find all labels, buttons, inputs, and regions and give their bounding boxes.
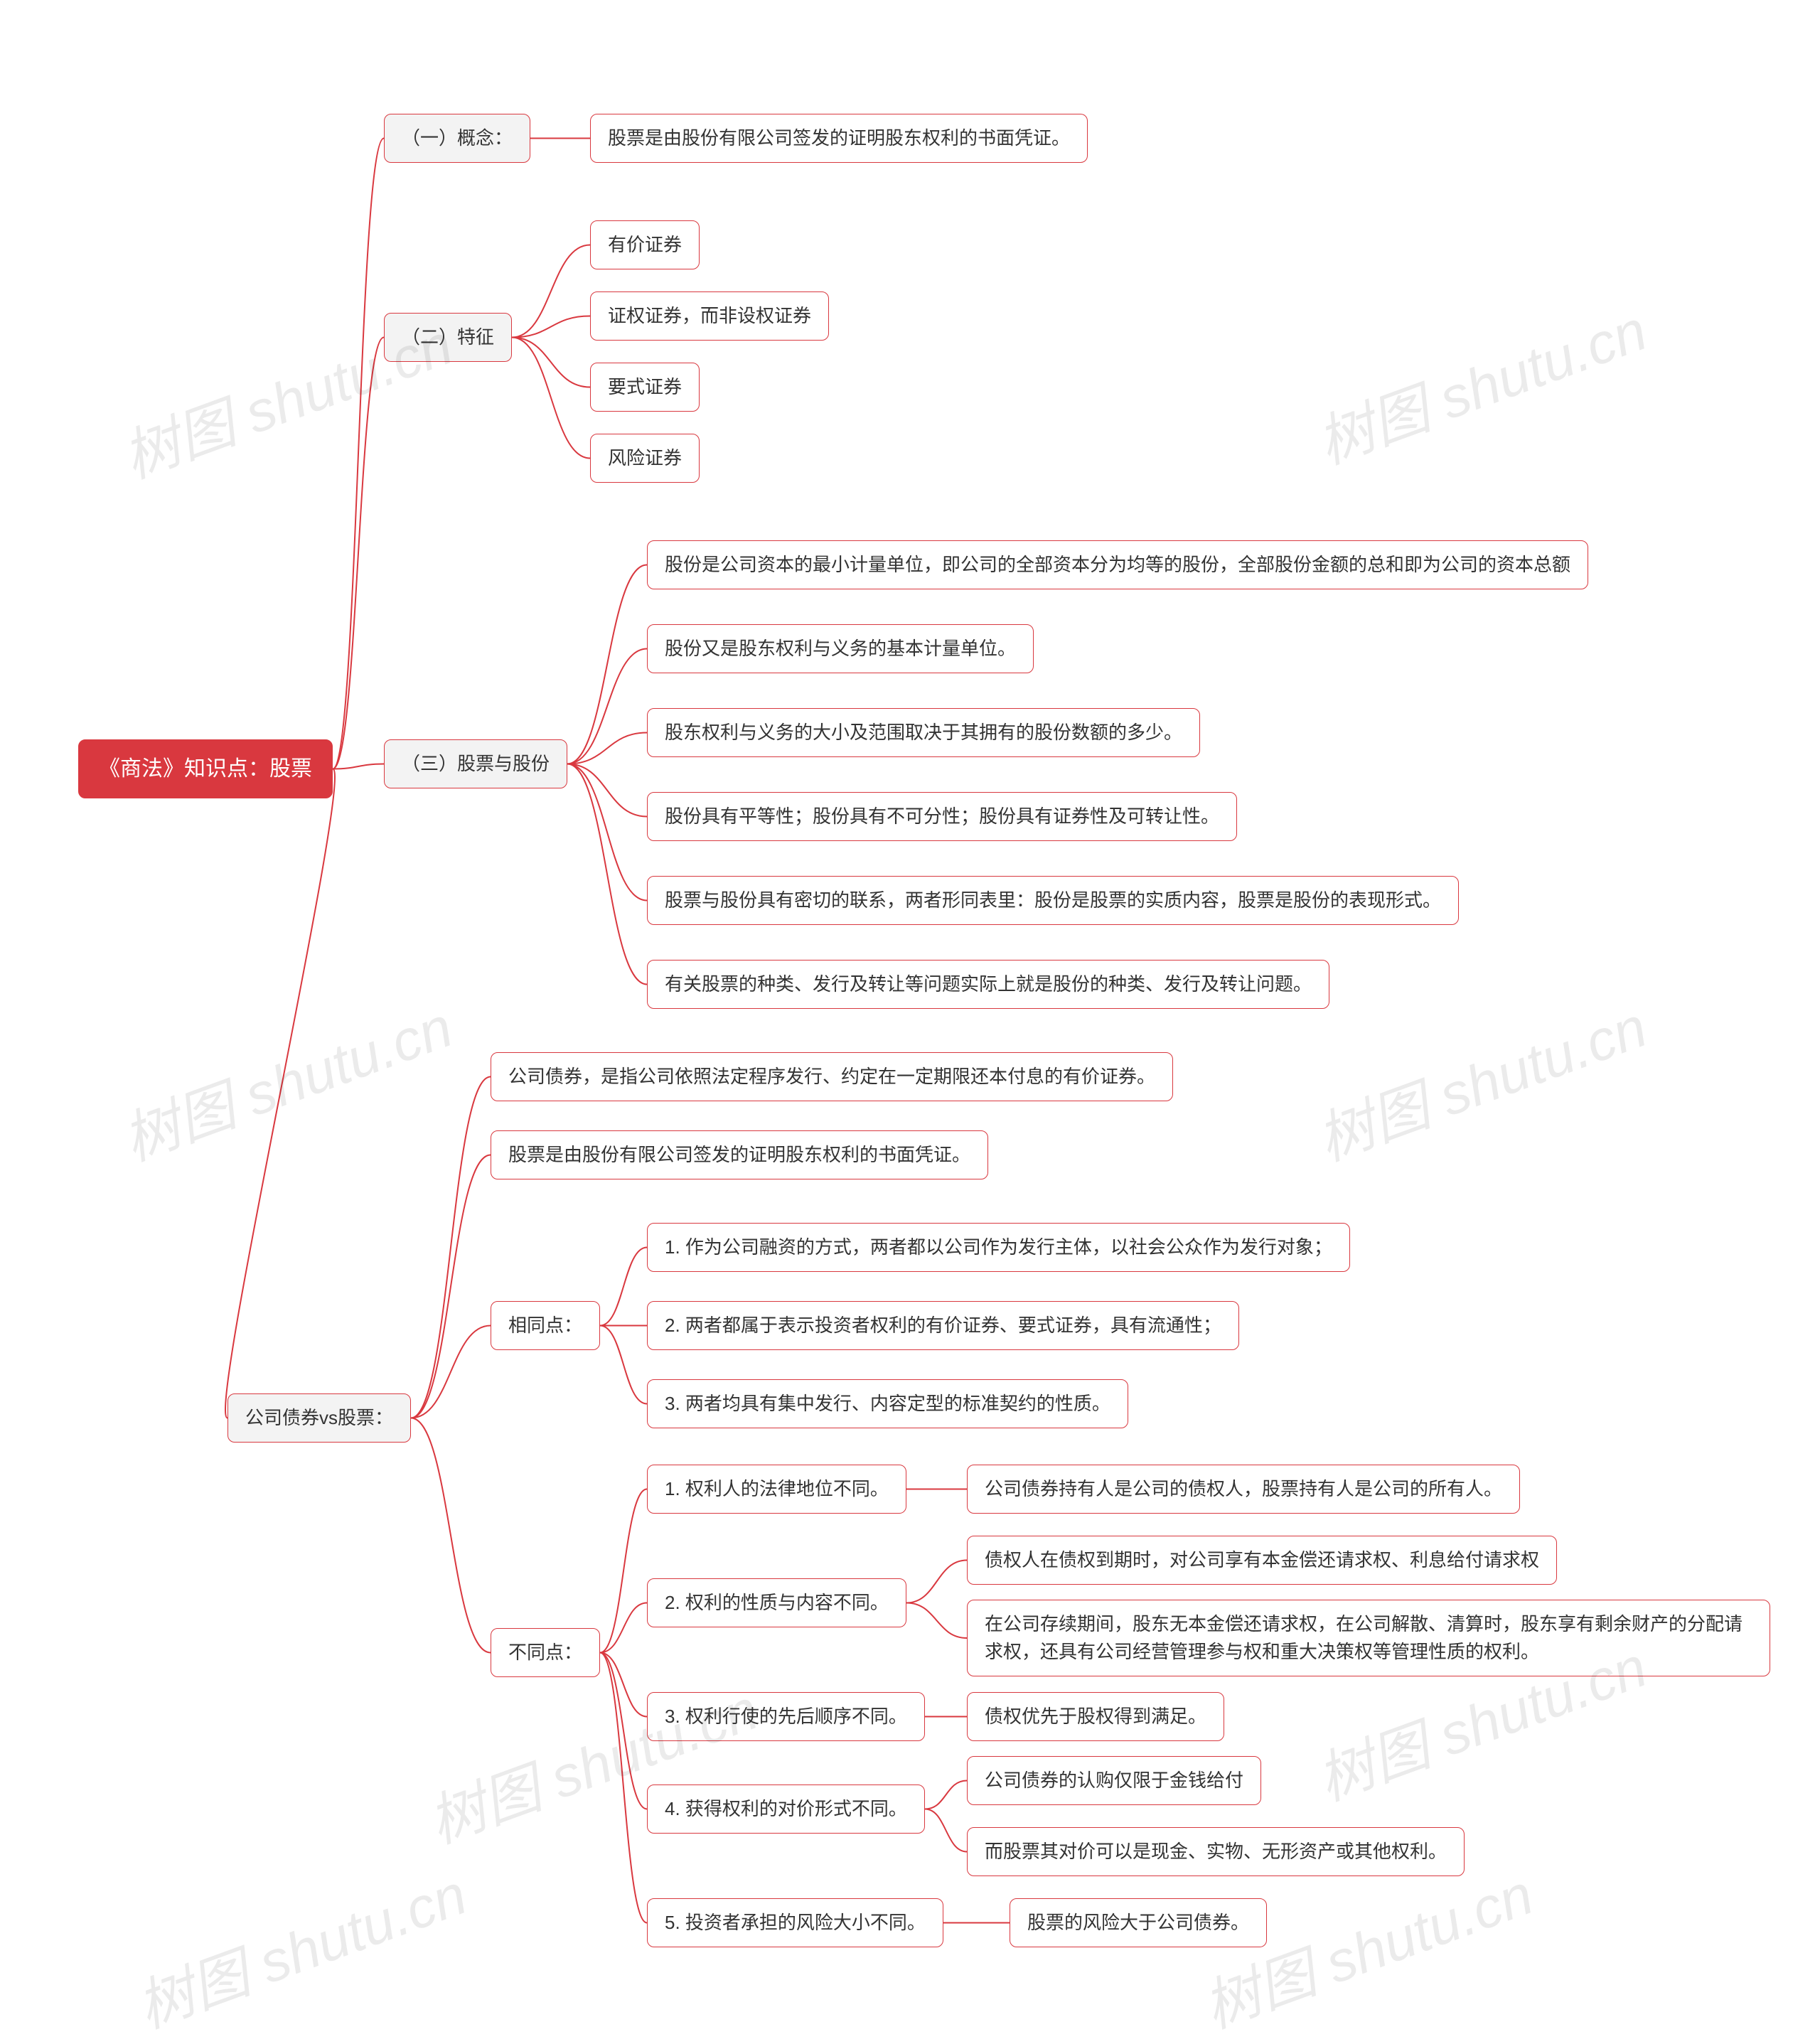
leaf: 股东权利与义务的大小及范围取决于其拥有的股份数额的多少。 [647, 708, 1200, 757]
leaf: 股票是由股份有限公司签发的证明股东权利的书面凭证。 [491, 1130, 988, 1179]
mindmap-canvas: 《商法》知识点：股票 （一）概念： 股票是由股份有限公司签发的证明股东权利的书面凭证… [28, 28, 1792, 1868]
leaf: 在公司存续期间，股东无本金偿还请求权，在公司解散、清算时，股东享有剩余财产的分配… [967, 1600, 1770, 1676]
leaf: 2. 权利的性质与内容不同。 [647, 1578, 906, 1627]
leaf: 债权人在债权到期时，对公司享有本金偿还请求权、利息给付请求权 [967, 1536, 1557, 1585]
watermark: 树图 shutu.cn [1305, 982, 1656, 1177]
leaf: 2. 两者都属于表示投资者权利的有价证券、要式证券，具有流通性； [647, 1301, 1239, 1350]
leaf: 股票与股份具有密切的联系，两者形同表里：股份是股票的实质内容，股票是股份的表现形… [647, 876, 1459, 925]
leaf: 有价证券 [590, 220, 700, 269]
leaf: 有关股票的种类、发行及转让等问题实际上就是股份的种类、发行及转让问题。 [647, 960, 1329, 1009]
leaf: 股份又是股东权利与义务的基本计量单位。 [647, 624, 1034, 673]
watermark: 树图 shutu.cn [124, 1849, 476, 2044]
watermark: 树图 shutu.cn [110, 982, 462, 1177]
leaf: 公司债券的认购仅限于金钱给付 [967, 1756, 1261, 1805]
branch-bonds-vs-stock: 公司债券vs股票： [228, 1393, 411, 1443]
branch-shares: （三）股票与股份 [384, 739, 567, 788]
leaf: 股票是由股份有限公司签发的证明股东权利的书面凭证。 [590, 114, 1088, 163]
leaf: 4. 获得权利的对价形式不同。 [647, 1785, 925, 1834]
leaf: 而股票其对价可以是现金、实物、无形资产或其他权利。 [967, 1827, 1465, 1876]
leaf: 5. 投资者承担的风险大小不同。 [647, 1898, 943, 1947]
leaf: 股票的风险大于公司债券。 [1010, 1898, 1267, 1947]
watermark: 树图 shutu.cn [1305, 285, 1656, 481]
leaf: 公司债券持有人是公司的债权人，股票持有人是公司的所有人。 [967, 1465, 1520, 1514]
leaf: 证权证券，而非设权证券 [590, 291, 829, 341]
leaf: 股份是公司资本的最小计量单位，即公司的全部资本分为均等的股份，全部股份金额的总和… [647, 540, 1588, 589]
branch-concept: （一）概念： [384, 114, 530, 163]
leaf: 1. 权利人的法律地位不同。 [647, 1465, 906, 1514]
leaf: 股份具有平等性；股份具有不可分性；股份具有证券性及可转让性。 [647, 792, 1237, 841]
leaf: 1. 作为公司融资的方式，两者都以公司作为发行主体，以社会公众作为发行对象； [647, 1223, 1350, 1272]
root-node: 《商法》知识点：股票 [78, 739, 333, 798]
leaf: 风险证券 [590, 434, 700, 483]
leaf: 公司债券，是指公司依照法定程序发行、约定在一定期限还本付息的有价证券。 [491, 1052, 1173, 1101]
leaf: 3. 权利行使的先后顺序不同。 [647, 1692, 925, 1741]
branch-same: 相同点： [491, 1301, 600, 1350]
branch-diff: 不同点： [491, 1628, 600, 1677]
leaf: 3. 两者均具有集中发行、内容定型的标准契约的性质。 [647, 1379, 1128, 1428]
leaf: 债权优先于股权得到满足。 [967, 1692, 1224, 1741]
leaf: 要式证券 [590, 363, 700, 412]
branch-features: （二）特征 [384, 313, 512, 362]
